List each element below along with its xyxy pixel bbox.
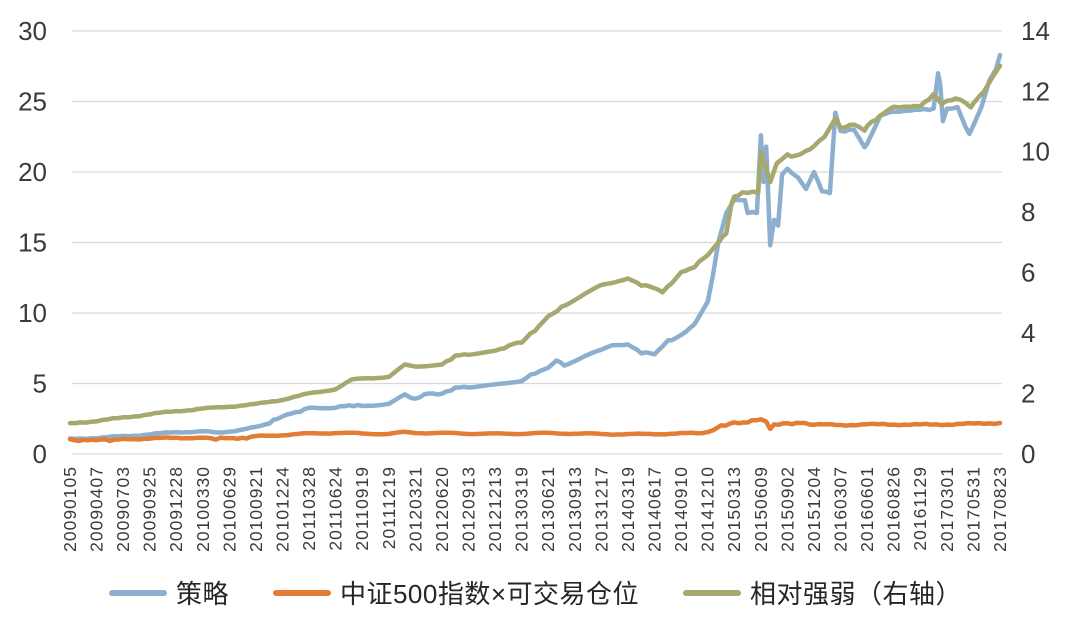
legend-item-strategy: 策略 [108,574,229,611]
left-axis-tick-label: 5 [33,368,47,398]
x-axis-tick-label: 20110328 [299,466,319,551]
legend-item-csi500-x-tradable-position: 中证500指数×可交易仓位 [272,574,640,611]
x-axis-tick-label: 20120913 [459,466,479,552]
right-axis-tick-label: 10 [1021,137,1050,167]
x-axis-tick-label: 20160826 [884,466,904,552]
series-line-csi500-x-tradable-position [67,417,1003,444]
legend-item-relative-strength-right-axis: 相对强弱（右轴） [683,574,962,611]
right-axis-tick-label: 6 [1021,258,1035,288]
x-axis-tick-label: 20091228 [166,466,186,552]
x-axis-tick-label: 20170823 [990,466,1010,552]
x-axis-tick-label: 20110919 [352,466,372,551]
legend-label-csi500-x-tradable-position: 中证500指数×可交易仓位 [339,579,640,609]
right-axis-tick-label: 8 [1021,197,1035,227]
x-axis-tick-label: 20090703 [113,466,133,552]
left-axis-tick-label: 25 [18,86,47,116]
left-axis-tick-label: 30 [18,16,47,46]
right-axis-tick-label: 4 [1021,318,1035,348]
x-axis-tick-label: 20120620 [432,466,452,552]
x-axis-tick-label: 20130319 [512,466,532,552]
x-axis-tick-label: 20151204 [804,466,824,552]
right-axis-tick-label: 12 [1021,76,1050,106]
x-axis-tick-labels: 20090105 20090407 20090703 20090925 20091228… [60,466,1010,552]
x-axis-tick-label: 20170301 [937,466,957,552]
x-axis-tick-label: 20090407 [87,466,107,552]
x-axis-tick-label: 20130913 [565,466,585,552]
series-line-strategy [67,52,1003,442]
left-axis-tick-label: 10 [18,298,47,328]
right-axis-tick-label: 0 [1021,439,1035,469]
legend-label-relative-strength-right-axis: 相对强弱（右轴） [750,579,963,609]
x-axis-tick-label: 20140910 [671,466,691,552]
series-line-relative-strength-right-axis [67,63,1003,426]
series-lines [67,52,1003,444]
x-axis-tick-label: 20161129 [910,466,930,551]
x-axis-tick-label: 20121213 [485,466,505,552]
x-axis-tick-label: 20090105 [60,466,80,552]
right-axis-tick-labels: 0 2 4 6 8 10 12 14 [1021,16,1050,469]
legend-swatch-relative-strength-right-axis [683,589,742,596]
x-axis-tick-label: 20110624 [326,466,346,551]
x-axis-tick-label: 20140319 [618,466,638,552]
plot-area: 0 5 10 15 20 25 30 0 2 4 6 8 10 12 14 20090105 2009040… [18,16,1050,552]
x-axis-tick-label: 20170531 [963,466,983,552]
x-axis-tick-label: 20150313 [724,466,744,552]
x-axis-tick-label: 20090925 [140,466,160,552]
left-axis-tick-labels: 0 5 10 15 20 25 30 [18,16,47,469]
x-axis-tick-label: 20111219 [379,466,399,549]
x-axis-tick-label: 20101224 [273,466,293,552]
x-axis-tick-label: 20150609 [751,466,771,552]
gridlines [72,30,1002,455]
x-axis-tick-label: 20131217 [591,466,611,552]
x-axis-tick-label: 20100330 [193,466,213,552]
chart-legend: 策略 中证500指数×可交易仓位 相对强弱（右轴） [0,574,1071,611]
x-axis-tick-label: 20140617 [645,466,665,552]
x-axis-tick-label: 20160601 [857,466,877,552]
x-axis-tick-label: 20160307 [831,466,851,552]
x-axis-tick-label: 20130621 [538,466,558,552]
x-axis-tick-label: 20100629 [219,466,239,552]
left-axis-tick-label: 0 [33,439,47,469]
legend-swatch-csi500-x-tradable-position [272,589,331,596]
legend-label-strategy: 策略 [175,579,229,609]
left-axis-tick-label: 15 [18,227,47,257]
x-axis-tick-label: 20100921 [246,466,266,552]
right-axis-tick-label: 14 [1021,16,1050,46]
legend-swatch-strategy [108,589,167,596]
x-axis-tick-label: 20150902 [777,466,797,552]
right-axis-tick-label: 2 [1021,378,1035,408]
left-axis-tick-label: 20 [18,157,47,187]
x-axis-tick-label: 20141210 [698,466,718,552]
x-axis-tick-label: 20120321 [405,466,425,552]
